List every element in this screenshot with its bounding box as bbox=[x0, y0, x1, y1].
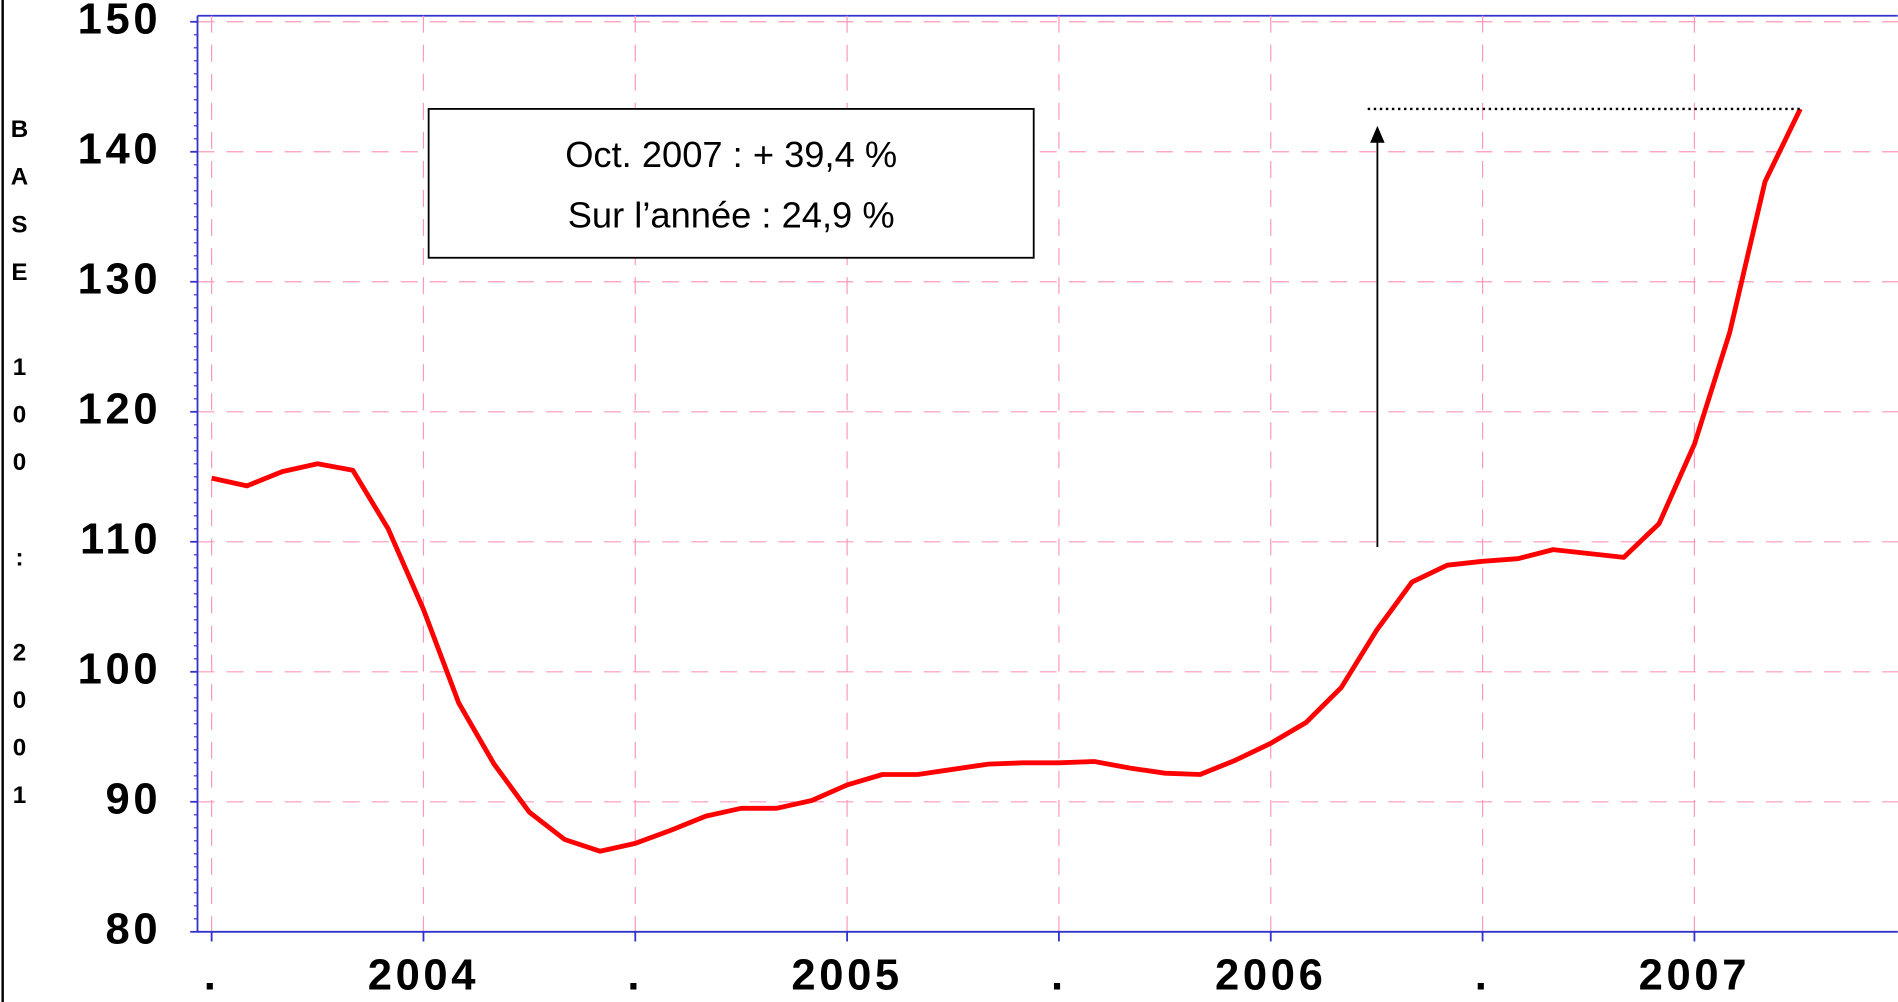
annotation: Oct. 2007 : + 39,4 % bbox=[565, 134, 897, 175]
arrow-head bbox=[1370, 125, 1385, 143]
y-tick-label: 80 bbox=[105, 905, 161, 953]
x-tick-label: 2004 bbox=[368, 951, 479, 999]
y-tick-label: 100 bbox=[78, 645, 162, 693]
x-tick-label: . bbox=[627, 951, 643, 999]
annotation: Sur l’année : 24,9 % bbox=[568, 194, 895, 235]
x-tick-label: . bbox=[1475, 951, 1491, 999]
x-tick-label: 2007 bbox=[1639, 951, 1750, 999]
x-tick-label: 2005 bbox=[791, 951, 902, 999]
y-axis-label: BASE 100 : 2001 bbox=[6, 116, 33, 830]
y-tick-label: 150 bbox=[78, 0, 162, 43]
x-tick-label: . bbox=[1051, 951, 1067, 999]
x-tick-label: 2006 bbox=[1215, 951, 1326, 999]
plot: 80 90 100 110 120 130 140 150. 2004. 2005. 2006. 20… bbox=[78, 0, 1898, 999]
y-tick-label: 120 bbox=[78, 385, 162, 433]
y-tick-label: 90 bbox=[105, 775, 161, 823]
line bbox=[211, 107, 1803, 854]
x-tick-label: . bbox=[204, 951, 220, 999]
y-tick-label: 140 bbox=[78, 125, 162, 173]
y-tick-label: 110 bbox=[80, 515, 161, 563]
annotation-box bbox=[427, 108, 1035, 259]
y-tick-label: 130 bbox=[78, 255, 162, 303]
